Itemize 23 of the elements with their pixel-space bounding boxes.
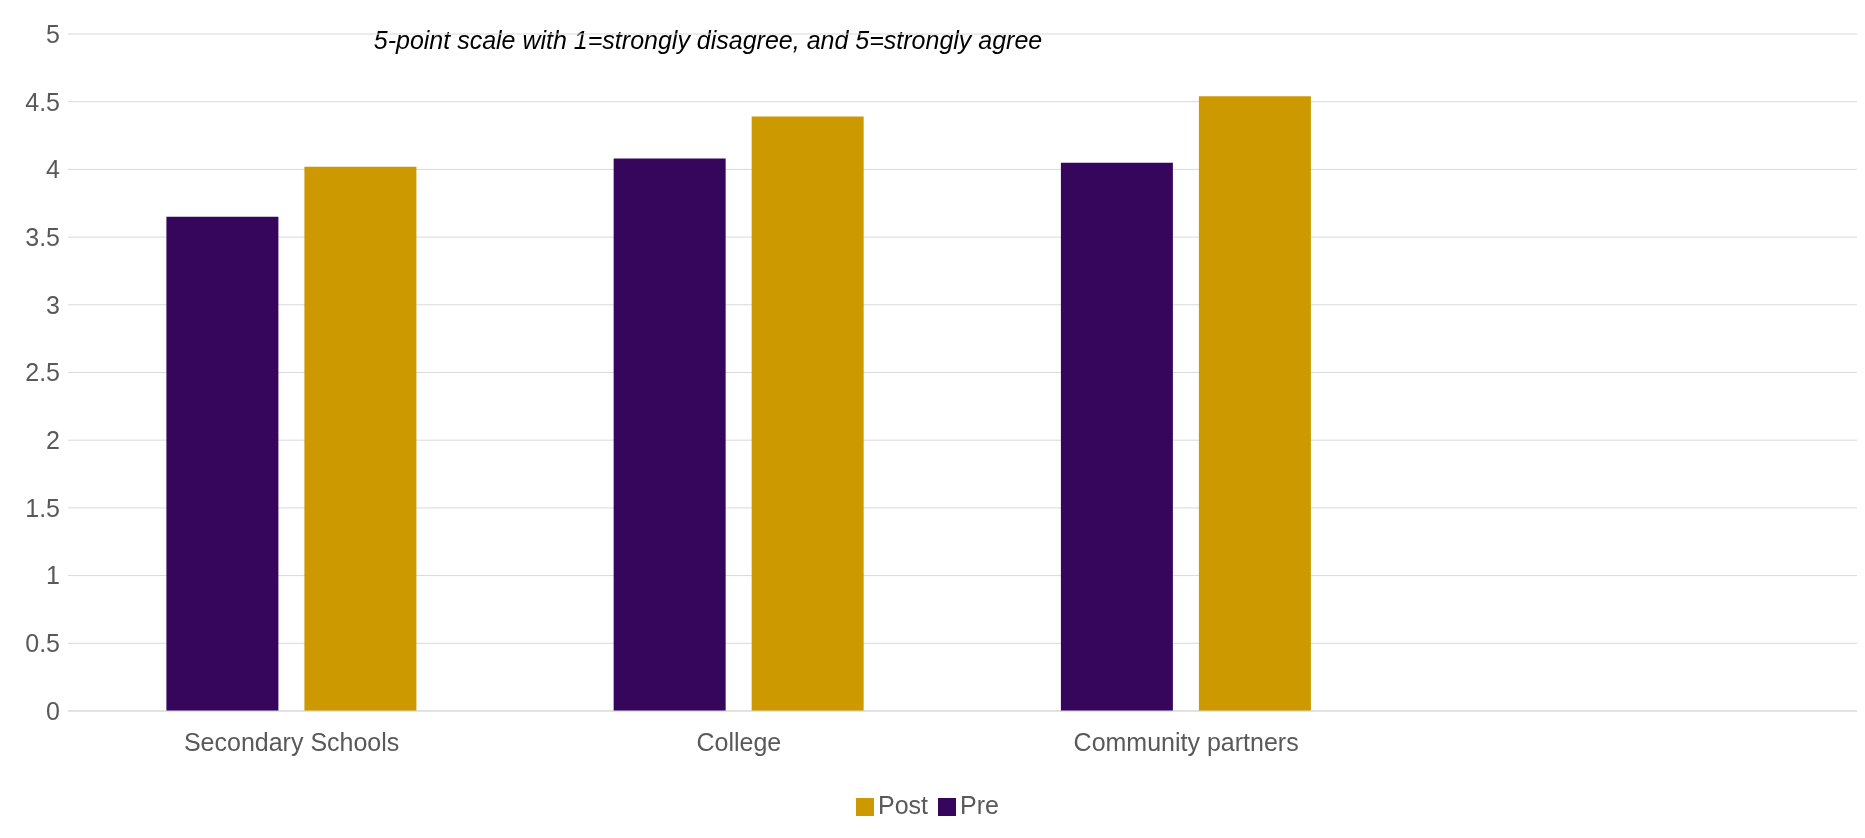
y-tick-label: 3 [46, 290, 60, 319]
legend-label: Pre [960, 791, 999, 819]
y-tick-label: 3.5 [25, 222, 60, 251]
y-tick-label: 1 [46, 561, 60, 590]
y-tick-label: 0 [46, 696, 60, 725]
x-tick-label: Community partners [1073, 727, 1299, 756]
y-tick-label: 2.5 [25, 358, 60, 387]
bar [751, 116, 864, 711]
bar [304, 166, 417, 711]
y-tick-label: 1.5 [25, 493, 60, 522]
y-tick-label: 2 [46, 426, 60, 455]
chart-subtitle: 5-point scale with 1=strongly disagree, and 5=strongly agree [373, 26, 1043, 54]
y-tick-label: 4.5 [25, 87, 60, 116]
y-tick-label: 5 [46, 19, 60, 48]
bar [1198, 96, 1311, 711]
x-tick-label: Secondary Schools [183, 727, 400, 756]
bar [166, 216, 279, 711]
bar [613, 158, 726, 711]
y-tick-label: 0.5 [25, 629, 60, 658]
x-tick-label: College [696, 727, 782, 756]
y-tick-label: 4 [46, 155, 61, 184]
bar [1060, 162, 1173, 711]
legend-label: Post [878, 791, 929, 819]
